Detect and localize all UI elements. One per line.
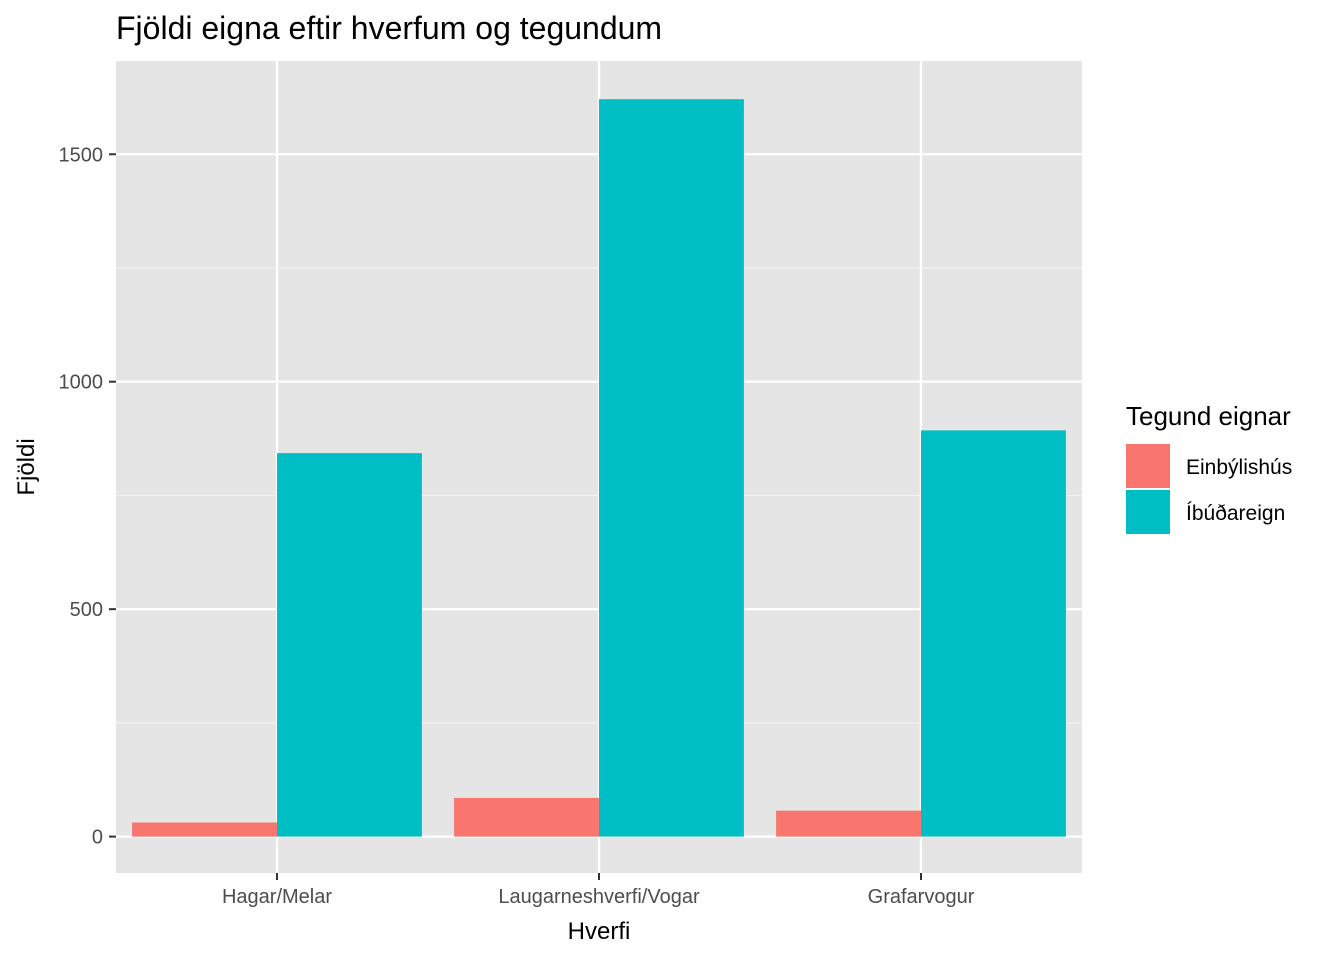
bars (132, 99, 1066, 837)
bar (921, 430, 1066, 837)
x-tick-label: Grafarvogur (868, 886, 975, 908)
x-tick-label: Laugarneshverfi/Vogar (498, 886, 700, 908)
bar (454, 797, 599, 837)
bar (132, 822, 277, 837)
x-tick-label: Hagar/Melar (222, 886, 332, 908)
legend-label: Íbúðareign (1186, 502, 1285, 525)
bar (277, 453, 422, 837)
y-tick-label: 0 (92, 827, 103, 849)
y-axis: 0 500 1000 1500 (59, 144, 116, 849)
legend-items: Einbýlishús Íbúðareign (1126, 444, 1292, 534)
x-axis-label: Hverfi (568, 918, 631, 945)
bar (776, 810, 921, 837)
bar (599, 99, 744, 837)
legend-swatch (1126, 444, 1170, 488)
y-tick-label: 1000 (59, 372, 104, 394)
y-axis-label: Fjöldi (13, 438, 40, 495)
chart-title: Fjöldi eigna eftir hverfum og tegundum (116, 10, 662, 46)
y-tick-label: 500 (70, 599, 103, 621)
legend: Tegund eignar Einbýlishús Íbúðareign (1126, 401, 1292, 534)
legend-title: Tegund eignar (1126, 401, 1291, 431)
y-tick-label: 1500 (59, 144, 104, 166)
x-axis: Hagar/Melar Laugarneshverfi/Vogar Grafarvo… (222, 873, 975, 908)
legend-label: Einbýlishús (1186, 456, 1292, 479)
legend-swatch (1126, 490, 1170, 534)
